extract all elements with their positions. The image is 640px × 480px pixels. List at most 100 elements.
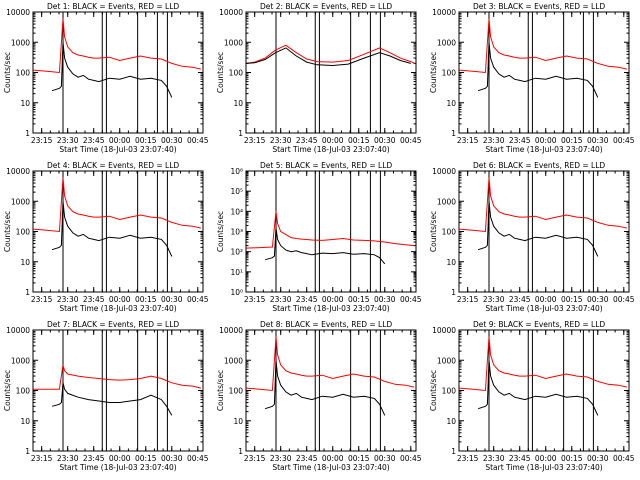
detector-panel-8: Det 8: BLACK = Events, RED = LLD 1 10 100 10…	[216, 320, 422, 472]
y-tick-label: 1	[238, 129, 243, 138]
x-tick-label: 00:30	[161, 136, 183, 145]
detector-panel-5: Det 5: BLACK = Events, RED = LLD 10⁰ 10¹ 10…	[216, 161, 422, 313]
x-tick-label: 23:30	[483, 295, 505, 304]
x-axis-label: Start Time (18-Jul-03 23:07:40)	[59, 145, 176, 154]
panel-title: Det 3: BLACK = Events, RED = LLD	[473, 2, 605, 11]
x-tick-label: 23:15	[457, 295, 479, 304]
x-tick-label: 23:15	[457, 136, 479, 145]
series-line-lld	[33, 177, 202, 233]
plot-frame	[245, 11, 417, 134]
y-axis-label: Counts/sec	[3, 370, 12, 411]
x-tick-label: 23:30	[483, 454, 505, 463]
x-tick-label: 23:45	[83, 136, 105, 145]
panel-title: Det 4: BLACK = Events, RED = LLD	[47, 161, 179, 170]
y-axis-label: Counts/sec	[3, 52, 12, 93]
y-tick-label: 10000	[432, 326, 456, 335]
series-line-lld	[33, 364, 202, 390]
x-tick-label: 00:45	[187, 454, 209, 463]
y-tick-label: 1000	[437, 38, 456, 47]
y-tick-label: 100	[16, 228, 31, 237]
series-line-events	[51, 42, 173, 98]
panel-title: Det 5: BLACK = Events, RED = LLD	[260, 161, 392, 170]
y-tick-label: 10³	[230, 228, 243, 237]
x-tick-label: 23:30	[57, 295, 79, 304]
x-axis-label: Start Time (18-Jul-03 23:07:40)	[272, 463, 389, 472]
x-tick-label: 00:45	[187, 295, 209, 304]
x-tick-label: 23:45	[83, 454, 105, 463]
x-tick-label: 23:30	[270, 136, 292, 145]
x-tick-label: 23:45	[296, 295, 318, 304]
x-axis-label: Start Time (18-Jul-03 23:07:40)	[59, 304, 176, 313]
series-line-lld	[459, 18, 628, 74]
y-axis-label: Counts/sec	[216, 211, 225, 252]
y-tick-label: 1	[451, 129, 456, 138]
y-tick-label: 10⁶	[230, 167, 243, 176]
detector-panel-7: Det 7: BLACK = Events, RED = LLD 1 10 100 10…	[3, 320, 209, 472]
y-tick-label: 10¹	[230, 268, 243, 277]
x-tick-label: 23:30	[57, 454, 79, 463]
x-axis-label: Start Time (18-Jul-03 23:07:40)	[485, 304, 602, 313]
series-line-events	[51, 382, 173, 416]
plot-frame	[32, 329, 204, 452]
x-tick-label: 00:30	[587, 136, 609, 145]
series-line-lld	[459, 336, 628, 392]
x-tick-label: 23:45	[296, 454, 318, 463]
y-tick-label: 100	[442, 69, 457, 78]
x-tick-label: 00:45	[400, 136, 422, 145]
y-tick-label: 1	[25, 288, 30, 297]
series-line-events	[246, 47, 411, 67]
x-tick-label: 00:15	[348, 136, 370, 145]
x-axis-label: Start Time (18-Jul-03 23:07:40)	[272, 304, 389, 313]
series-line-lld	[246, 44, 416, 64]
series-line-lld	[246, 211, 414, 249]
x-axis-label: Start Time (18-Jul-03 23:07:40)	[272, 145, 389, 154]
y-tick-label: 10⁵	[230, 187, 243, 196]
panel-title: Det 2: BLACK = Events, RED = LLD	[260, 2, 392, 11]
x-tick-label: 23:45	[509, 295, 531, 304]
panel-title: Det 1: BLACK = Events, RED = LLD	[47, 2, 179, 11]
y-tick-label: 10000	[6, 326, 30, 335]
x-tick-label: 00:45	[400, 454, 422, 463]
y-tick-label: 10	[446, 258, 456, 267]
x-axis-label: Start Time (18-Jul-03 23:07:40)	[59, 463, 176, 472]
y-tick-label: 10000	[6, 167, 30, 176]
series-line-events	[264, 360, 386, 416]
y-tick-label: 10	[446, 99, 456, 108]
detector-panel-1: Det 1: BLACK = Events, RED = LLD 1 10 100 10…	[3, 2, 209, 154]
y-tick-label: 10	[446, 417, 456, 426]
y-tick-label: 1	[451, 288, 456, 297]
x-tick-label: 23:15	[457, 454, 479, 463]
x-tick-label: 00:00	[109, 295, 131, 304]
panel-title: Det 7: BLACK = Events, RED = LLD	[47, 320, 179, 329]
detector-panel-4: Det 4: BLACK = Events, RED = LLD 1 10 100 10…	[3, 161, 209, 313]
y-tick-label: 10000	[432, 8, 456, 17]
y-tick-label: 10⁰	[230, 288, 243, 297]
x-tick-label: 00:30	[587, 454, 609, 463]
x-tick-label: 23:45	[296, 136, 318, 145]
x-tick-label: 23:30	[270, 454, 292, 463]
x-tick-label: 00:00	[322, 454, 344, 463]
series-line-lld	[246, 336, 415, 392]
y-tick-label: 100	[229, 387, 244, 396]
y-tick-label: 1	[25, 447, 30, 456]
x-tick-label: 00:00	[535, 295, 557, 304]
y-tick-label: 1000	[224, 38, 243, 47]
x-tick-label: 00:30	[374, 136, 396, 145]
x-tick-label: 00:15	[561, 295, 583, 304]
x-tick-label: 23:15	[244, 136, 266, 145]
y-tick-label: 1000	[11, 197, 30, 206]
x-tick-label: 00:15	[135, 136, 157, 145]
detector-panel-2: Det 2: BLACK = Events, RED = LLD 1 10 100 10…	[216, 2, 422, 154]
y-tick-label: 1	[238, 447, 243, 456]
y-tick-label: 10⁴	[230, 207, 243, 216]
series-line-events	[51, 201, 173, 257]
y-axis-label: Counts/sec	[216, 52, 225, 93]
y-tick-label: 100	[442, 228, 457, 237]
x-tick-label: 23:45	[509, 136, 531, 145]
y-axis-label: Counts/sec	[429, 211, 438, 252]
x-tick-label: 00:00	[109, 136, 131, 145]
series-line-lld	[33, 18, 202, 74]
x-tick-label: 00:00	[109, 454, 131, 463]
